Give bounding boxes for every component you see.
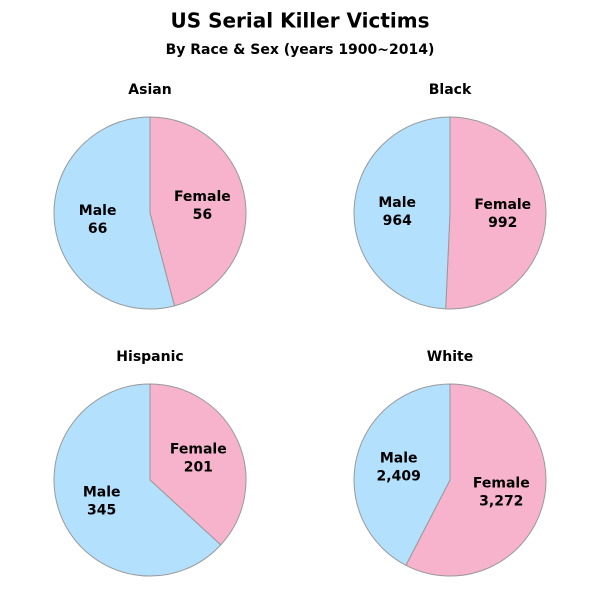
- slice-label-name: Male: [380, 451, 418, 467]
- slice-label-name: Female: [473, 475, 530, 491]
- pie-slice: [445, 116, 547, 310]
- pie-title: Asian: [128, 82, 171, 98]
- slice-label-name: Male: [378, 195, 416, 211]
- slice-label-value: 56: [193, 207, 212, 223]
- pie-slice: [149, 116, 247, 307]
- slice-label-name: Female: [170, 442, 227, 458]
- chart-subtitle: By Race & Sex (years 1900~2014): [166, 42, 435, 58]
- slice-label-name: Female: [474, 197, 531, 213]
- pie-slice: [53, 383, 222, 577]
- pie-slice: [353, 116, 451, 310]
- slice-label-name: Female: [174, 189, 231, 205]
- slice-label-name: Male: [83, 484, 121, 500]
- pie-title: Black: [429, 82, 472, 98]
- slice-label-value: 964: [383, 213, 412, 229]
- slice-label-name: Male: [79, 203, 117, 219]
- slice-label-value: 992: [488, 215, 517, 231]
- slice-label-value: 66: [88, 221, 107, 237]
- slice-label-value: 3,272: [479, 493, 523, 509]
- pie-title: White: [427, 349, 473, 365]
- pie-slice: [149, 383, 247, 546]
- pie-slice: [353, 383, 451, 566]
- slice-label-value: 2,409: [377, 469, 421, 485]
- chart-title: US Serial Killer Victims: [170, 9, 429, 33]
- pie-title: Hispanic: [116, 349, 183, 365]
- pie-slice: [53, 116, 176, 310]
- slice-label-value: 201: [184, 460, 213, 476]
- pie-slice: [405, 383, 547, 577]
- slice-label-value: 345: [87, 502, 116, 518]
